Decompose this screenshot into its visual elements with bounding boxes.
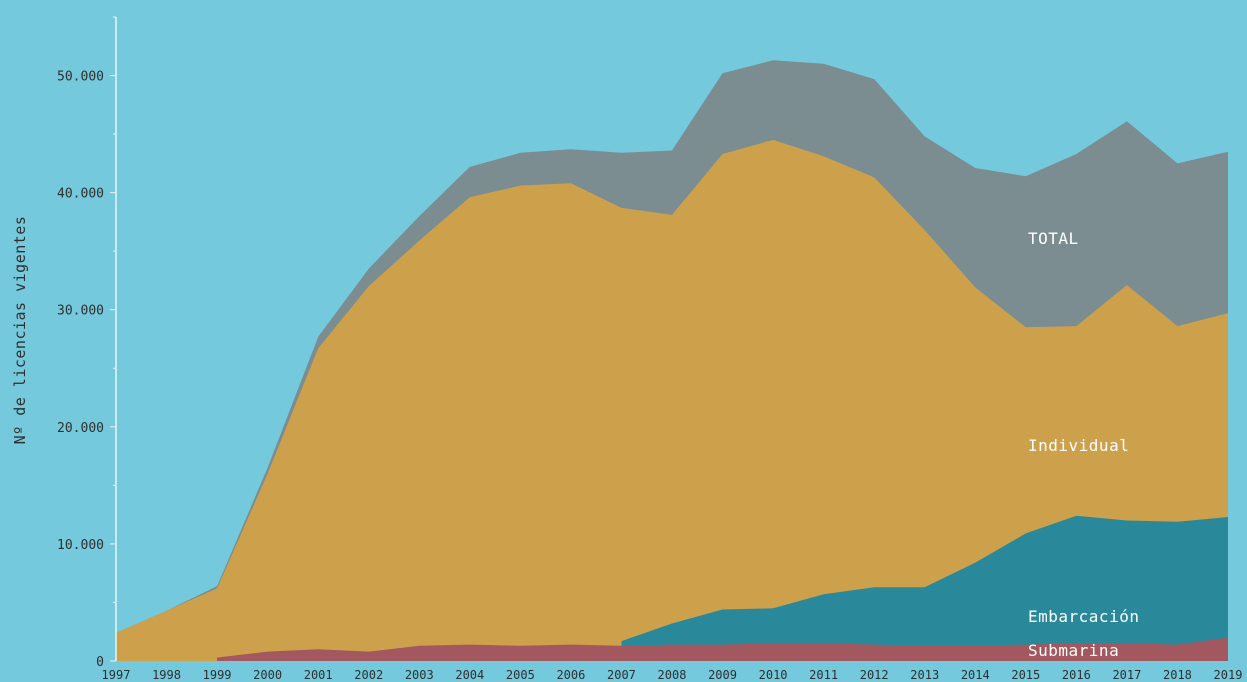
x-tick-label: 2019 (1214, 668, 1243, 682)
x-tick-label: 2007 (607, 668, 636, 682)
y-tick-label: 40.000 (57, 187, 104, 202)
x-tick-label: 1999 (203, 668, 232, 682)
x-tick-label: 2008 (658, 668, 687, 682)
y-tick-label: 30.000 (57, 304, 104, 319)
x-tick-label: 1998 (152, 668, 181, 682)
x-tick-label: 2017 (1112, 668, 1141, 682)
x-tick-label: 2001 (304, 668, 333, 682)
x-tick-label: 2015 (1011, 668, 1040, 682)
x-tick-label: 2009 (708, 668, 737, 682)
x-tick-label: 2000 (253, 668, 282, 682)
y-tick-label: 50.000 (57, 70, 104, 85)
x-tick-label: 2005 (506, 668, 535, 682)
x-tick-label: 2016 (1062, 668, 1091, 682)
series-label: Submarina (1028, 641, 1119, 660)
x-tick-label: 2018 (1163, 668, 1192, 682)
y-tick-label: 20.000 (57, 421, 104, 436)
y-tick-label: 10.000 (57, 538, 104, 553)
x-tick-label: 2004 (455, 668, 484, 682)
x-tick-label: 2014 (961, 668, 990, 682)
x-tick-label: 1997 (102, 668, 131, 682)
x-tick-label: 2002 (354, 668, 383, 682)
series-label: Embarcación (1028, 607, 1139, 626)
series-label: Individual (1028, 436, 1129, 455)
x-tick-label: 2003 (405, 668, 434, 682)
series-label: TOTAL (1028, 229, 1079, 248)
x-tick-label: 2011 (809, 668, 838, 682)
area-layers (116, 60, 1228, 661)
y-axis-label: Nº de licencias vigentes (11, 216, 29, 445)
x-tick-label: 2013 (910, 668, 939, 682)
x-tick-label: 2010 (759, 668, 788, 682)
x-ticks: 1997 1998 1999 2000 2001 2002 2003 2004 2005 2006… (102, 668, 1243, 682)
x-tick-label: 2006 (556, 668, 585, 682)
x-tick-label: 2012 (860, 668, 889, 682)
